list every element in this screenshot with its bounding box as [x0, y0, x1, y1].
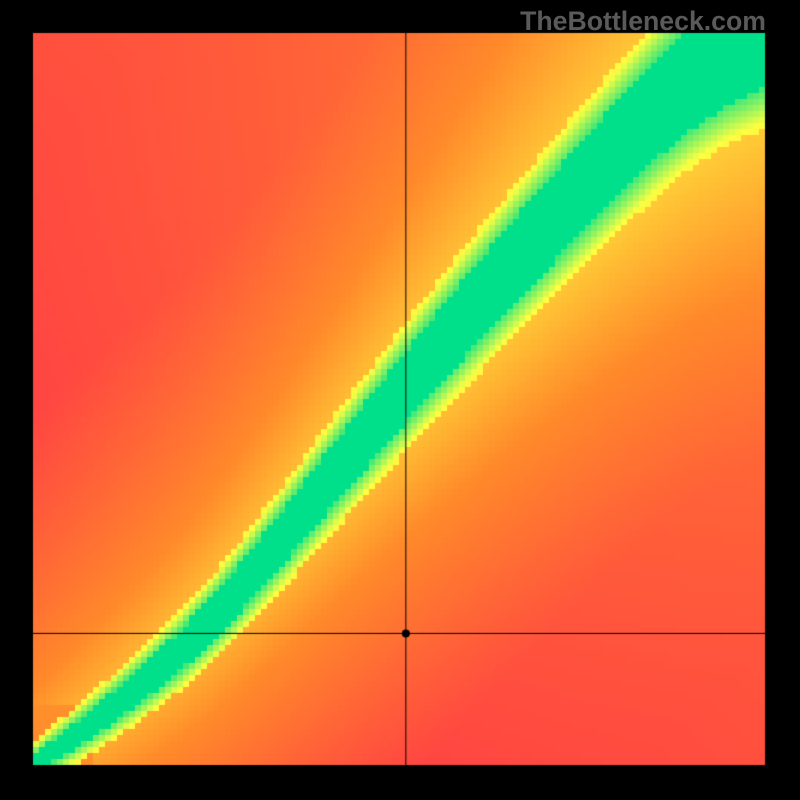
bottleneck-heatmap-canvas [0, 0, 800, 800]
chart-container: TheBottleneck.com [0, 0, 800, 800]
